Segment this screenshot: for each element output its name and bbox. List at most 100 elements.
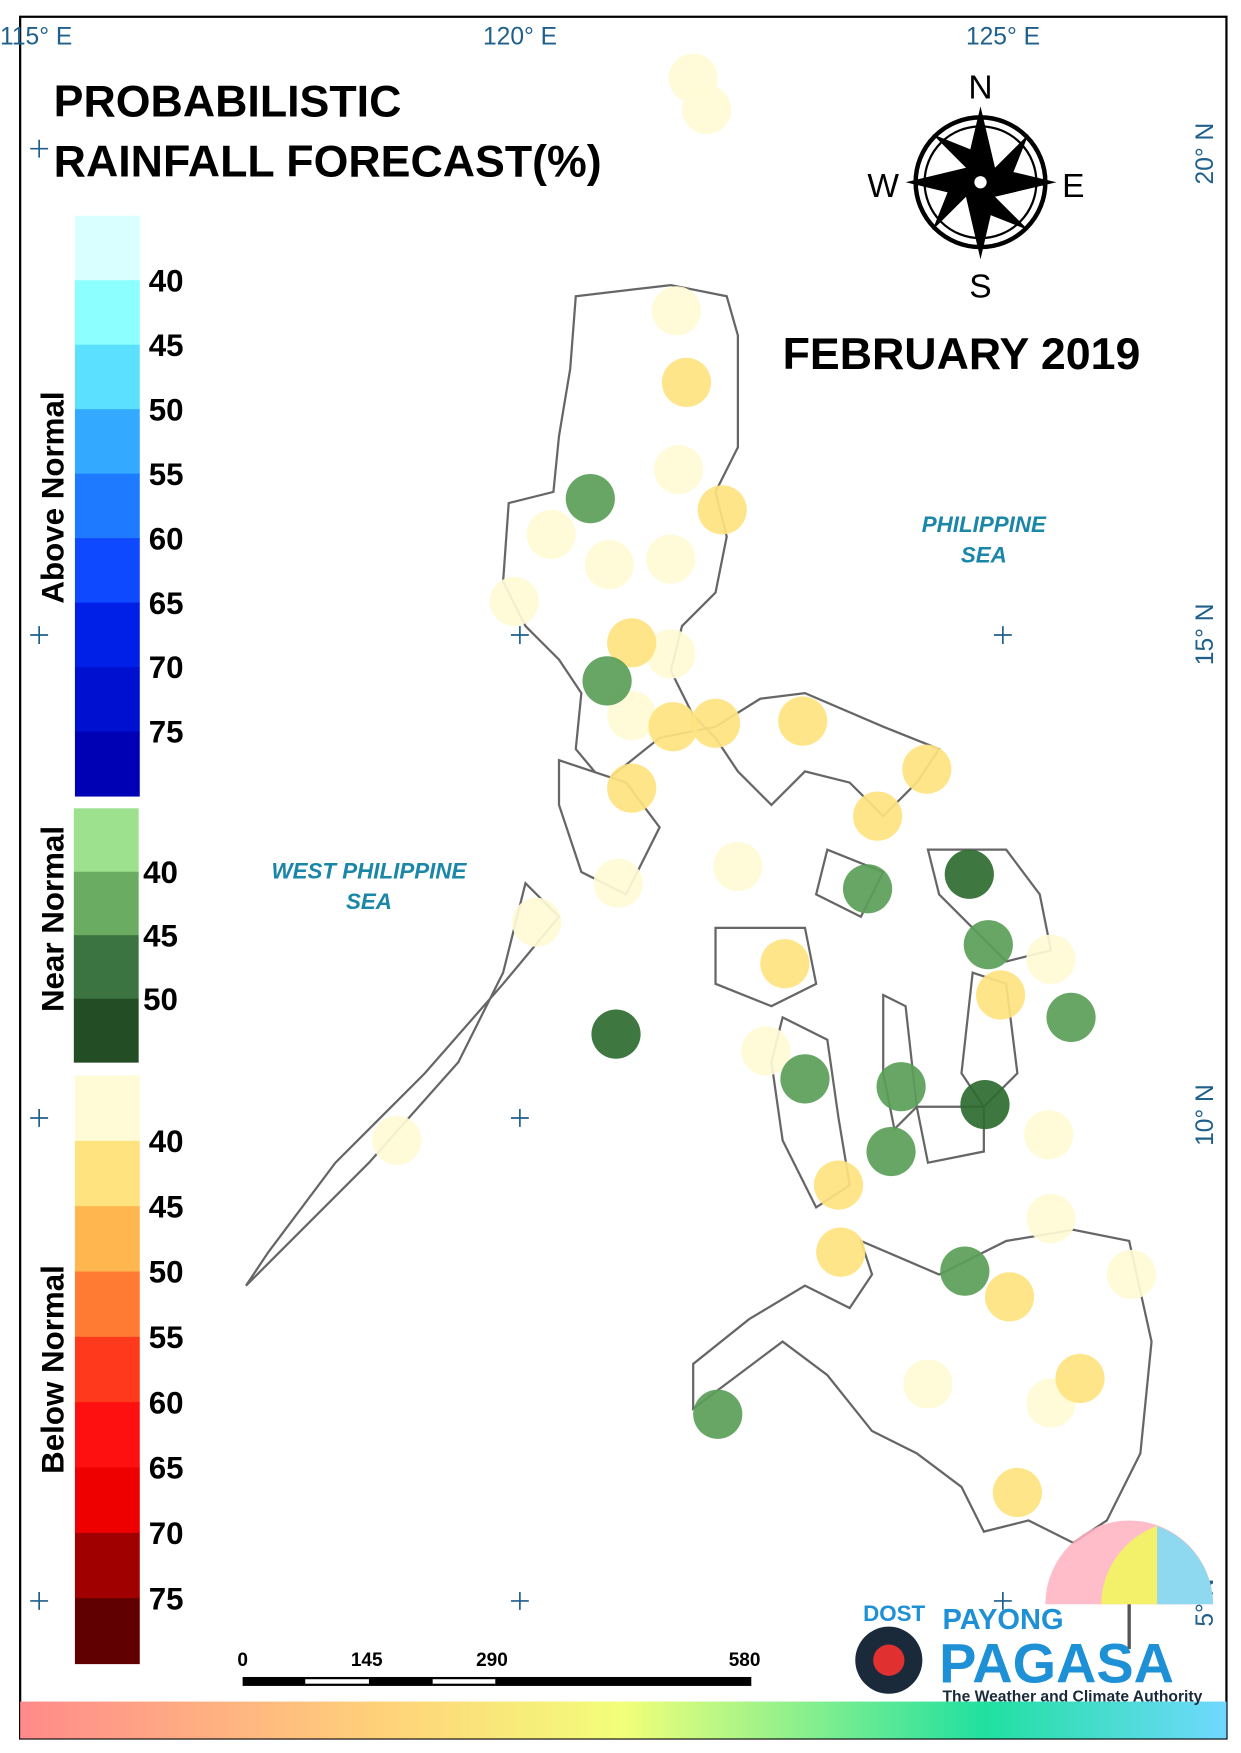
forecast-dot: [1026, 934, 1076, 984]
forecast-dot: [690, 698, 741, 748]
forecast-dot: [1106, 1249, 1157, 1300]
legend-swatch: [73, 808, 139, 873]
forecast-dot: [526, 509, 576, 559]
legend-label: 45: [149, 328, 184, 363]
forecast-dot: [760, 939, 810, 989]
compass-w: W: [867, 168, 899, 205]
forecast-dot: [976, 970, 1026, 1020]
forecast-dot: [984, 1272, 1035, 1322]
forecast-dot: [1024, 1110, 1074, 1160]
scale-segment: [305, 1679, 369, 1684]
legend-label: 45: [143, 918, 178, 953]
lat-label: 20° N: [1192, 123, 1219, 185]
forecast-dot: [1026, 1194, 1076, 1244]
forecast-dot: [842, 864, 893, 914]
legend-title: Below Normal: [36, 1265, 71, 1474]
legend-swatch: [74, 1532, 140, 1599]
forecast-dot: [903, 1359, 953, 1409]
forecast-dot: [582, 656, 632, 706]
legend-swatch: [74, 473, 140, 539]
forecast-dot: [960, 1079, 1010, 1130]
scale-label: 290: [476, 1650, 508, 1671]
title: RAINFALL FORECAST(%): [54, 138, 602, 187]
cross: [30, 139, 1012, 1610]
legend-label: 60: [149, 521, 184, 556]
legend-swatch: [74, 215, 140, 281]
lat-label: 15° N: [1192, 603, 1219, 665]
sea-label: SEA: [961, 542, 1007, 567]
forecast-dot: [1046, 992, 1096, 1042]
legend-label: 50: [149, 1255, 184, 1290]
forecast-dot: [813, 1160, 864, 1210]
legend-swatch: [74, 280, 140, 346]
forecast-dot: [584, 539, 634, 590]
legend-swatch: [73, 998, 139, 1063]
period: FEBRUARY 2019: [783, 330, 1141, 379]
legend-label: 45: [149, 1189, 184, 1224]
legend-swatch: [74, 1140, 140, 1207]
scale-label: 0: [237, 1650, 248, 1671]
forecast-dot: [741, 1026, 791, 1076]
dost-emblem: [873, 1644, 905, 1676]
legend-swatch: [74, 538, 140, 604]
forecast-dot: [607, 763, 657, 813]
legend-label: 70: [149, 650, 184, 685]
legend-label: 40: [149, 263, 184, 298]
compass-e: E: [1062, 168, 1084, 205]
forecast-dot: [780, 1054, 830, 1104]
legend-swatch: [74, 1336, 140, 1403]
legend-swatch: [74, 1075, 140, 1142]
title: PROBABILISTIC: [54, 77, 402, 126]
forecast-dot: [693, 1389, 743, 1439]
scale-label: 145: [351, 1650, 383, 1671]
umbrella: [1101, 1526, 1158, 1605]
lon-label: 125° E: [966, 24, 1040, 51]
forecast-dot: [963, 920, 1013, 970]
forecast-dot: [591, 1009, 641, 1059]
legend-swatch: [74, 344, 140, 410]
forecast-dot: [713, 841, 763, 892]
forecast-dot: [372, 1115, 422, 1165]
forecast-dot: [607, 690, 657, 741]
legend-swatch: [74, 1206, 140, 1273]
legend-swatch: [74, 602, 140, 668]
legend-label: 75: [149, 1581, 184, 1616]
legend-swatch: [74, 1402, 140, 1469]
sea-label: PHILIPPINE: [922, 512, 1047, 537]
scale-label: 580: [729, 1650, 761, 1671]
logo: DOST PAYONG PAGASA The Weather and Clima…: [855, 1520, 1214, 1706]
forecast-dot: [607, 618, 657, 668]
sea-label: WEST PHILIPPINE: [271, 859, 467, 884]
legend-label: 65: [149, 586, 184, 621]
forecast-dot: [876, 1062, 926, 1112]
legend-swatch: [74, 731, 140, 797]
legend-swatch: [74, 409, 140, 475]
lon-label: 120° E: [483, 24, 557, 51]
legend-swatch: [74, 1467, 140, 1534]
legend-label: 60: [149, 1385, 184, 1420]
legend-swatch: [74, 1598, 140, 1665]
forecast-dot: [661, 357, 712, 407]
legend-swatch: [73, 935, 139, 1000]
umbrella: [1157, 1526, 1214, 1605]
logo-tagline: The Weather and Climate Authority: [942, 1689, 1202, 1706]
forecast-dot: [697, 485, 747, 535]
lon-label: 115° E: [0, 24, 72, 51]
forecast-dot: [816, 1227, 866, 1277]
forecast-dot: [593, 858, 643, 908]
logo-agency: DOST: [863, 1601, 925, 1626]
forecast-dot: [651, 286, 701, 336]
forecast-dot: [940, 1246, 990, 1296]
forecast-dot: [853, 791, 903, 841]
legend-label: 55: [149, 457, 184, 492]
legend: 40 45 50 55 60 65 70 75 Above Normal 40 45 50 Near N…: [36, 215, 184, 1665]
legend-swatch: [74, 1271, 140, 1338]
scale-segment: [432, 1679, 496, 1684]
sea-label: SEA: [346, 889, 392, 914]
forecast-dot: [1055, 1353, 1105, 1404]
legend-swatch: [74, 667, 140, 733]
forecast-dot: [565, 474, 615, 524]
compass-n: N: [968, 69, 992, 106]
logo-brand: PAYONG: [942, 1604, 1063, 1636]
